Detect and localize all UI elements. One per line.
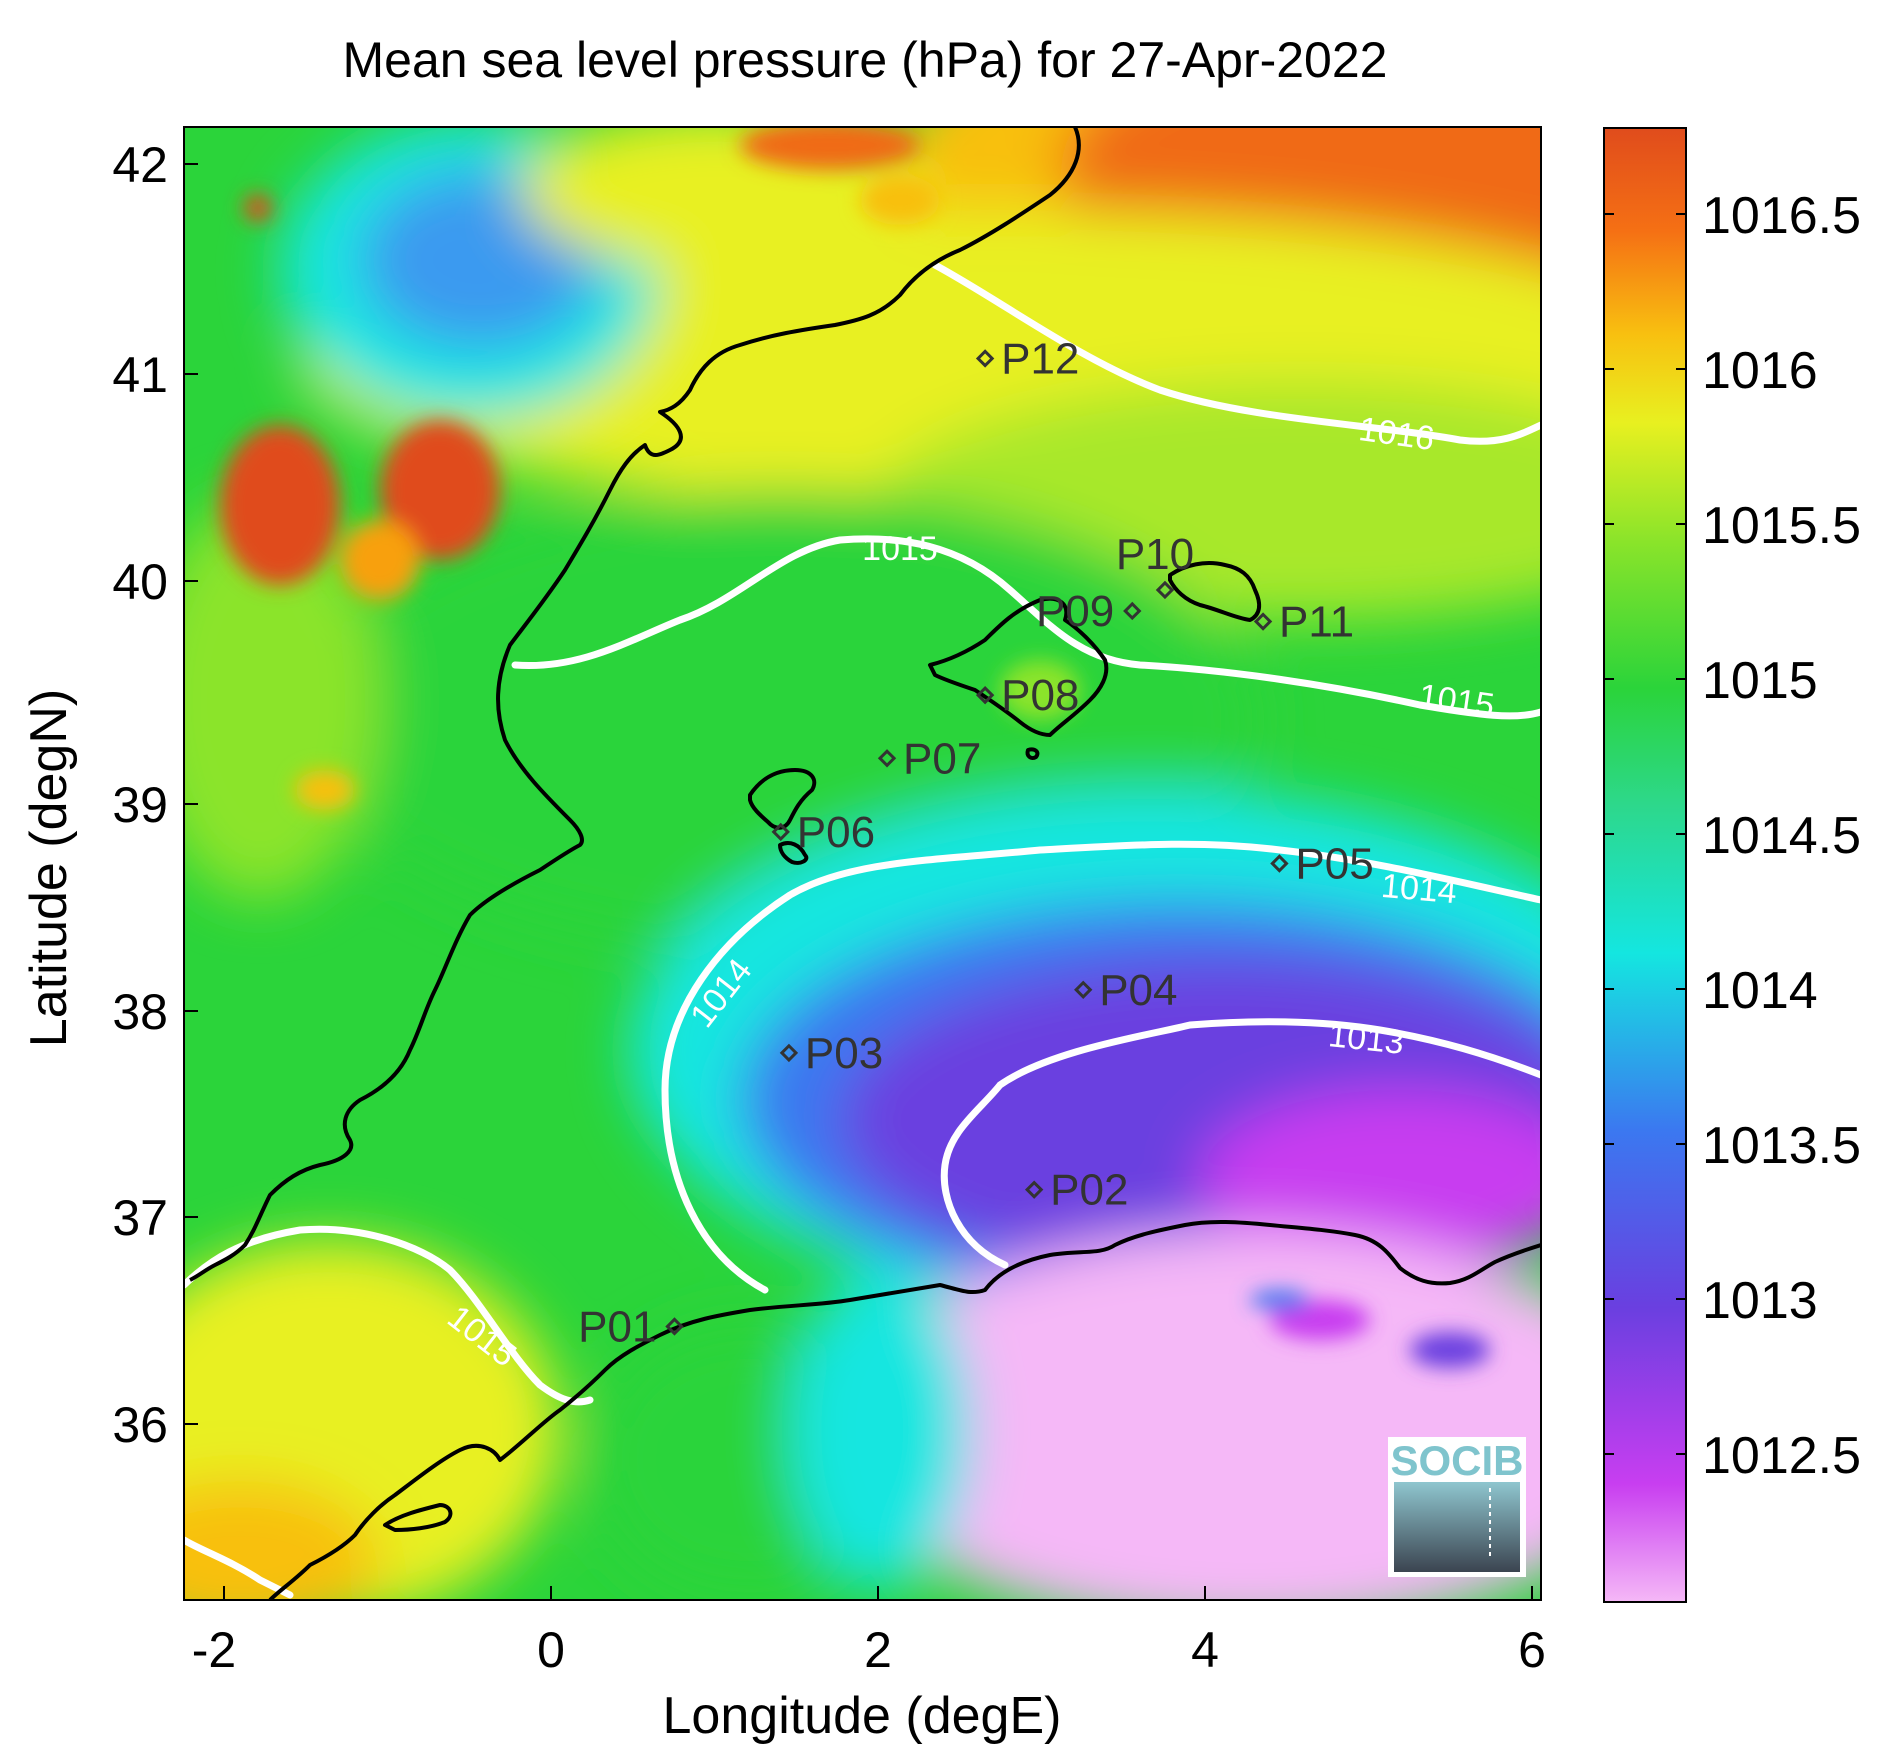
contour-1013 (940, 1018, 1541, 1269)
y-tick-label: 42 (112, 137, 168, 193)
contour-label: 1015 (862, 530, 938, 568)
colorbar-tick-label: 1015 (1702, 652, 1818, 710)
pressure-field (184, 127, 1541, 1600)
x-axis-label: Longitude (degE) (663, 1687, 1062, 1745)
contour-label: 1014 (1380, 867, 1459, 911)
station-marker (1270, 854, 1289, 873)
logo-text: SOCIB (1390, 1437, 1523, 1484)
coastline (189, 127, 1541, 1600)
station-label: P02 (1050, 1166, 1128, 1215)
y-tick-label: 36 (112, 1397, 168, 1453)
station-marker (1024, 1180, 1044, 1199)
y-tick-label: 40 (112, 554, 168, 610)
colorbar-tick-label: 1014 (1702, 962, 1818, 1020)
colorbar-tick-label: 1015.5 (1702, 497, 1861, 555)
x-tick-label: 2 (864, 1622, 892, 1678)
station-marker (1155, 580, 1175, 600)
colorbar: 1012.5 1013 1013.5 1014 1014.5 1015 1015… (1603, 127, 1861, 1603)
station-label: P08 (1001, 671, 1079, 720)
station-marker (1123, 601, 1142, 621)
colorbar-tick-label: 1013 (1702, 1272, 1818, 1330)
x-tick-label: 4 (1191, 1622, 1219, 1678)
colorbar-tick-label: 1012.5 (1702, 1427, 1861, 1485)
station-marker (975, 685, 995, 705)
station-marker (779, 1043, 799, 1063)
colorbar-gradient (1603, 127, 1687, 1603)
station-marker (1253, 612, 1273, 631)
logo-image (1394, 1482, 1520, 1572)
station-label: P04 (1099, 966, 1177, 1015)
station-label: P12 (1001, 334, 1079, 383)
plot-frame (183, 126, 1542, 1601)
contour-1015-south (184, 1225, 594, 1406)
station-marker (975, 349, 995, 368)
menorca-coast (1168, 561, 1262, 622)
iberia-coast (189, 127, 1081, 1282)
mallorca-coast (928, 596, 1109, 737)
africa-coast (268, 1219, 1541, 1600)
x-axis: -2 0 2 4 6 Longitude (degE) (192, 1586, 1546, 1745)
socib-logo: SOCIB (1388, 1437, 1526, 1577)
y-tick-label: 41 (112, 347, 168, 403)
y-tick-label: 38 (112, 984, 168, 1040)
contour-1015-north (511, 535, 1541, 720)
y-axis-label: Latitude (degN) (20, 689, 78, 1047)
station-label: P06 (797, 808, 875, 857)
contour-lines (184, 261, 1541, 1599)
colorbar-tick-label: 1016 (1702, 342, 1818, 400)
x-tick-label: -2 (192, 1622, 236, 1678)
station-label: P07 (903, 734, 981, 783)
cabrera-coast (1025, 747, 1040, 761)
station-marker (877, 749, 897, 768)
contour-1014 (661, 840, 1541, 1294)
station-label: P10 (1116, 530, 1194, 579)
station-label: P11 (1279, 598, 1354, 647)
station-marker (771, 822, 790, 842)
station-label: P03 (805, 1029, 883, 1078)
colorbar-tick-label: 1014.5 (1702, 807, 1861, 865)
y-axis: 36 37 38 39 40 41 42 Latitude (degN) (20, 137, 198, 1453)
ibiza-coast (748, 768, 817, 830)
x-tick-label: 6 (1518, 1622, 1546, 1678)
station-label: P05 (1295, 840, 1373, 889)
station-label: P01 (578, 1302, 656, 1351)
station-marker (1074, 980, 1093, 999)
y-tick-label: 39 (112, 777, 168, 833)
alboran-island (383, 1503, 453, 1532)
chart-title: Mean sea level pressure (hPa) for 27-Apr… (343, 32, 1388, 88)
y-tick-label: 37 (112, 1190, 168, 1246)
contour-1016 (931, 261, 1541, 445)
station-label: P09 (1036, 587, 1114, 636)
contour-label: 1013 (1327, 1016, 1406, 1062)
formentera-coast (778, 841, 809, 865)
x-tick-label: 0 (537, 1622, 565, 1678)
colorbar-tick-label: 1013.5 (1702, 1117, 1861, 1175)
colorbar-tick-label: 1016.5 (1702, 187, 1861, 245)
station-marker (665, 1317, 684, 1336)
